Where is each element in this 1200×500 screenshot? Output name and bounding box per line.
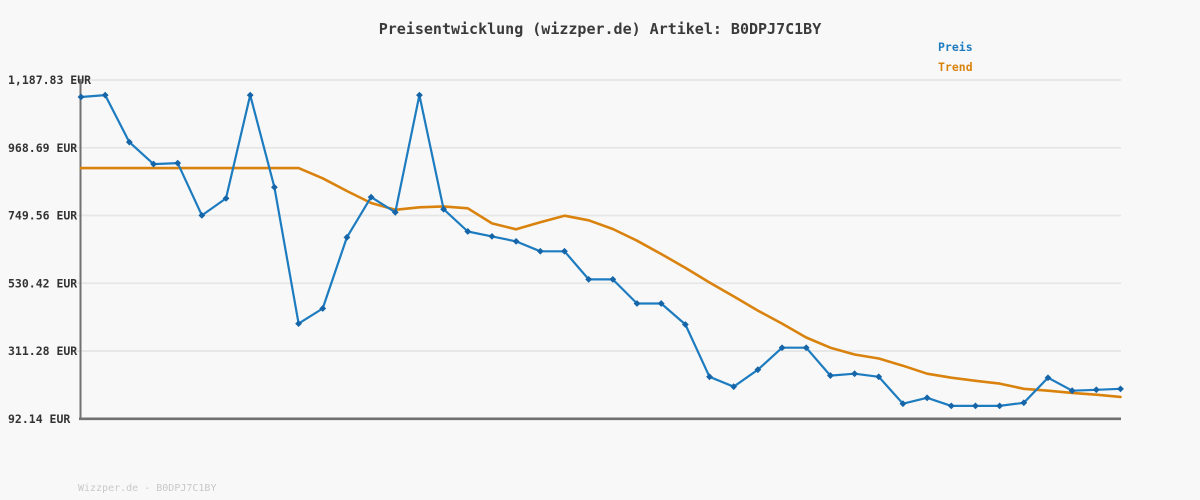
data-point-marker: [1092, 386, 1100, 394]
data-point-marker: [561, 247, 568, 255]
data-point-marker: [754, 366, 762, 374]
data-point-marker: [851, 370, 858, 378]
data-point-marker: [996, 402, 1004, 410]
data-point-marker: [1020, 399, 1028, 407]
data-point-marker: [681, 321, 689, 328]
gridlines: [72, 79, 1121, 352]
legend-item-trend: Trend: [938, 60, 973, 74]
data-point-marker: [609, 275, 617, 283]
data-point-marker: [391, 208, 399, 216]
data-point-marker: [1044, 374, 1052, 382]
data-point-marker: [899, 400, 907, 408]
series-markers-preis: [77, 91, 1124, 410]
data-point-marker: [270, 183, 278, 191]
data-point-marker: [1068, 387, 1076, 395]
data-point-marker: [295, 320, 302, 328]
data-point-marker: [174, 159, 182, 167]
data-point-marker: [440, 205, 448, 213]
legend-item-preis: Preis: [938, 40, 973, 54]
chart-legend: Preis Trend: [938, 41, 973, 74]
y-axis-tick-labels: 1,187.83 EUR 968.69 EUR 749.56 EUR 530.42 E…: [8, 73, 91, 426]
data-point-marker: [730, 383, 738, 391]
data-point-marker: [706, 373, 713, 381]
y-tick-label: 968.69 EUR: [8, 141, 77, 155]
y-tick-label: 311.28 EUR: [8, 344, 77, 358]
data-point-marker: [657, 300, 665, 307]
data-point-marker: [77, 93, 85, 101]
data-point-marker: [150, 160, 157, 168]
y-tick-label: 1,187.83 EUR: [8, 73, 91, 87]
data-point-marker: [367, 193, 375, 201]
data-point-marker: [633, 300, 641, 307]
data-point-marker: [343, 233, 351, 241]
data-point-marker: [319, 305, 327, 312]
data-point-marker: [827, 372, 834, 379]
y-tick-label: 749.56 EUR: [8, 209, 77, 223]
data-point-marker: [802, 344, 810, 352]
data-point-marker: [488, 233, 496, 240]
y-tick-label: 530.42 EUR: [8, 276, 77, 290]
data-point-marker: [1117, 385, 1124, 393]
page-title: Preisentwicklung (wizzper.de) Artikel: B…: [378, 20, 822, 38]
data-point-marker: [125, 138, 133, 146]
data-point-marker: [198, 211, 206, 219]
data-point-marker: [947, 402, 955, 410]
watermark: Wizzper.de - B0DPJ7C1BY: [78, 483, 217, 494]
data-point-marker: [875, 373, 883, 381]
data-point-marker: [585, 275, 593, 283]
data-point-marker: [972, 402, 979, 410]
data-point-marker: [923, 394, 931, 402]
data-point-marker: [536, 247, 544, 255]
data-point-marker: [416, 91, 423, 99]
data-point-marker: [512, 237, 520, 245]
data-point-marker: [246, 91, 254, 99]
data-point-marker: [101, 91, 109, 99]
series-line-trend: [79, 166, 1122, 399]
series-line-preis: [79, 93, 1122, 407]
data-point-marker: [464, 228, 472, 235]
data-point-marker: [778, 344, 786, 352]
data-point-marker: [222, 194, 230, 202]
y-tick-label: 92.14 EUR: [8, 412, 70, 426]
